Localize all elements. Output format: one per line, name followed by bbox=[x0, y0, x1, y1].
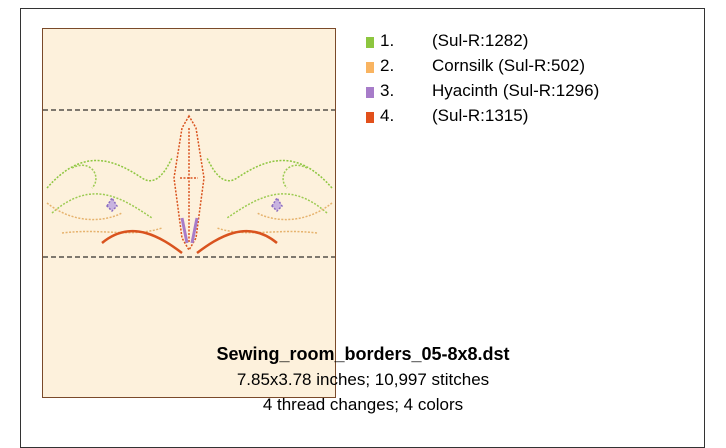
thread-number: 1. bbox=[380, 31, 395, 50]
color-swatch bbox=[366, 62, 374, 73]
page: {"legend": [ {"number": "1.", "label": "… bbox=[20, 8, 706, 448]
thread-number: 2. bbox=[380, 56, 395, 75]
thread-number: 3. bbox=[380, 81, 395, 100]
color-swatch bbox=[366, 112, 374, 123]
design-preview bbox=[42, 28, 336, 398]
thread-label: (Sul-R:1282) bbox=[432, 31, 529, 50]
color-swatch bbox=[366, 87, 374, 98]
thread-label: (Sul-R:1315) bbox=[432, 106, 529, 125]
thread-changes: 4 thread changes; 4 colors bbox=[262, 395, 464, 414]
thread-label: Hyacinth (Sul-R:1296) bbox=[432, 81, 600, 100]
embroidery bbox=[46, 114, 333, 255]
design-size: 7.85x3.78 inches; 10,997 stitches bbox=[236, 370, 490, 389]
caption: Sewing_room_borders_05-8x8.dst 7.85x3.78… bbox=[20, 342, 706, 417]
thread-label: Cornsilk (Sul-R:502) bbox=[432, 56, 586, 75]
hoop-background bbox=[42, 28, 336, 398]
file-name: Sewing_room_borders_05-8x8.dst bbox=[216, 344, 510, 364]
color-swatch bbox=[366, 37, 374, 48]
thread-number: 4. bbox=[380, 106, 395, 125]
